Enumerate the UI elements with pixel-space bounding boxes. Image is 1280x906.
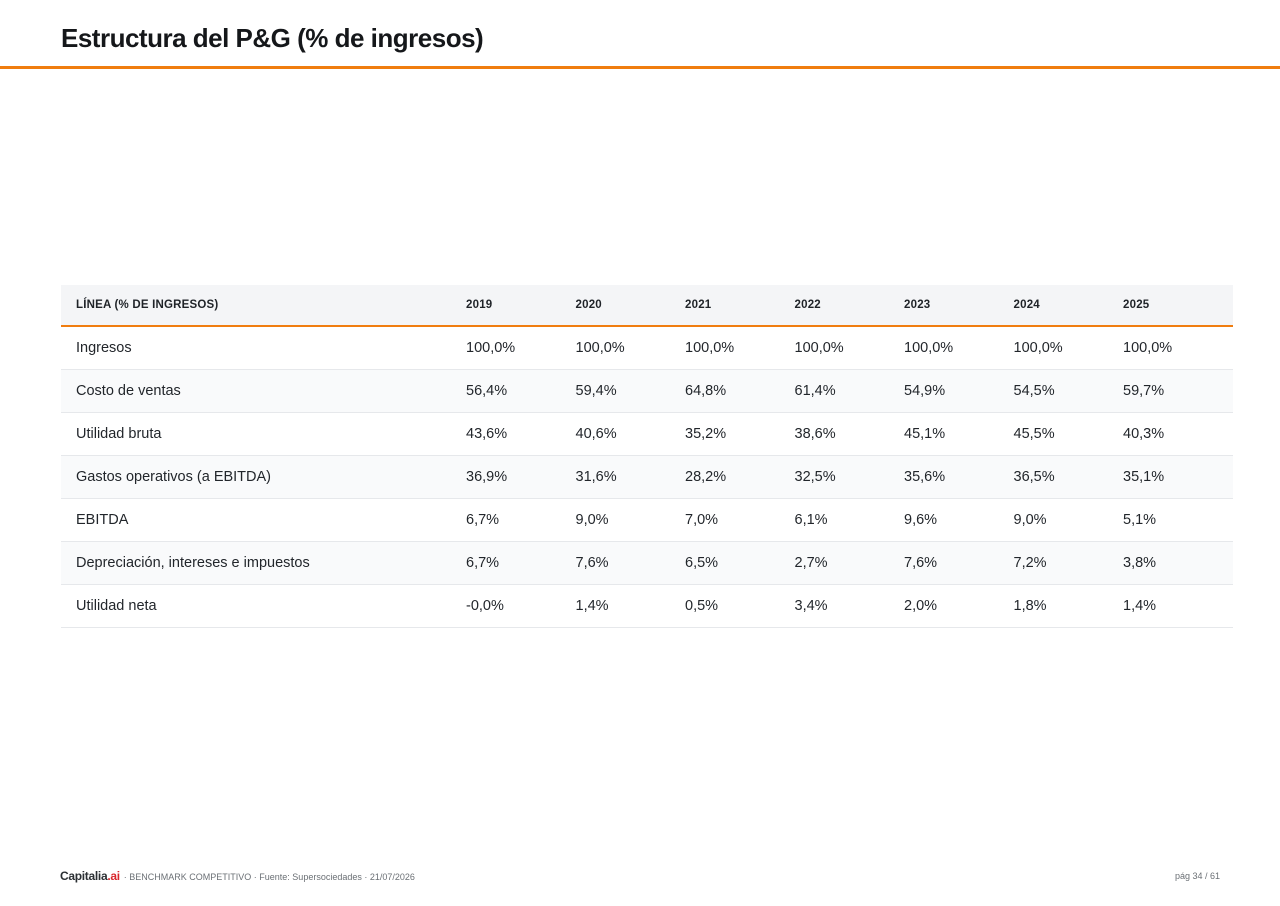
- percent-cell: 6,5%: [685, 541, 795, 585]
- column-header-year: 2025: [1123, 285, 1233, 327]
- row-label: Depreciación, intereses e impuestos: [61, 541, 466, 585]
- percent-cell: 59,7%: [1123, 369, 1233, 413]
- row-label: Ingresos: [61, 326, 466, 370]
- percent-cell: 61,4%: [794, 369, 904, 413]
- column-header-line: LÍNEA (% DE INGRESOS): [61, 285, 466, 327]
- percent-cell: 1,8%: [1013, 584, 1123, 628]
- column-header-year: 2020: [575, 285, 685, 327]
- percent-cell: 38,6%: [794, 412, 904, 456]
- percent-cell: 6,7%: [466, 498, 576, 542]
- percent-cell: 36,5%: [1013, 455, 1123, 499]
- percent-cell: 7,0%: [685, 498, 795, 542]
- column-header-year: 2021: [685, 285, 795, 327]
- percent-cell: 100,0%: [466, 326, 576, 370]
- pl-structure-table: LÍNEA (% DE INGRESOS) 2019 2020 2021 2022 202…: [61, 285, 1233, 628]
- percent-cell: 100,0%: [1123, 326, 1233, 370]
- percent-cell: 59,4%: [575, 369, 685, 413]
- percent-cell: 0,5%: [685, 584, 795, 628]
- table-row: Costo de ventas 56,4% 59,4% 64,8% 61,4% 54,9%…: [61, 369, 1233, 413]
- percent-cell: 6,1%: [794, 498, 904, 542]
- percent-cell: 100,0%: [575, 326, 685, 370]
- percent-cell: 35,1%: [1123, 455, 1233, 499]
- percent-cell: 43,6%: [466, 412, 576, 456]
- page-header: Estructura del P&G (% de ingresos): [0, 0, 1280, 69]
- table-row: EBITDA 6,7% 9,0% 7,0% 6,1% 9,6% 9,0% 5,1%: [61, 498, 1233, 542]
- percent-cell: 2,7%: [794, 541, 904, 585]
- table-row: Utilidad neta -0,0% 1,4% 0,5% 3,4% 2,0% 1,8% 1,…: [61, 584, 1233, 628]
- logo-text: Capitalia: [60, 869, 108, 883]
- column-header-year: 2022: [794, 285, 904, 327]
- row-label: EBITDA: [61, 498, 466, 542]
- percent-cell: 40,6%: [575, 412, 685, 456]
- percent-cell: 100,0%: [1013, 326, 1123, 370]
- percent-cell: 9,6%: [904, 498, 1014, 542]
- percent-cell: 54,9%: [904, 369, 1014, 413]
- percent-cell: 100,0%: [794, 326, 904, 370]
- percent-cell: 45,5%: [1013, 412, 1123, 456]
- percent-cell: 7,6%: [575, 541, 685, 585]
- page-number: pág 34 / 61: [1174, 871, 1220, 881]
- table-header-row: LÍNEA (% DE INGRESOS) 2019 2020 2021 2022 202…: [61, 285, 1233, 327]
- page-title: Estructura del P&G (% de ingresos): [61, 23, 484, 53]
- percent-cell: 9,0%: [575, 498, 685, 542]
- footer-brand: Capitalia.ai · BENCHMARK COMPETITIVO · F…: [60, 869, 415, 883]
- row-label: Gastos operativos (a EBITDA): [61, 455, 466, 499]
- percent-cell: 40,3%: [1123, 412, 1233, 456]
- percent-cell: 32,5%: [794, 455, 904, 499]
- percent-cell: 9,0%: [1013, 498, 1123, 542]
- percent-cell: 100,0%: [685, 326, 795, 370]
- footer-meta: · BENCHMARK COMPETITIVO · Fuente: Supers…: [123, 872, 415, 882]
- percent-cell: 35,2%: [685, 412, 795, 456]
- column-header-year: 2019: [466, 285, 576, 327]
- percent-cell: 3,4%: [794, 584, 904, 628]
- percent-cell: 64,8%: [685, 369, 795, 413]
- row-label: Utilidad neta: [61, 584, 466, 628]
- percent-cell: 3,8%: [1123, 541, 1233, 585]
- percent-cell: 7,6%: [904, 541, 1014, 585]
- percent-cell: 56,4%: [466, 369, 576, 413]
- column-header-year: 2024: [1013, 285, 1123, 327]
- percent-cell: 54,5%: [1013, 369, 1123, 413]
- table-row: Depreciación, intereses e impuestos 6,7% 7…: [61, 541, 1233, 585]
- table-row: Gastos operativos (a EBITDA) 36,9% 31,6% 28…: [61, 455, 1233, 499]
- percent-cell: 36,9%: [466, 455, 576, 499]
- percent-cell: 45,1%: [904, 412, 1014, 456]
- column-header-year: 2023: [904, 285, 1014, 327]
- table-body: Ingresos 100,0% 100,0% 100,0% 100,0% 100,0% 10…: [61, 326, 1233, 628]
- percent-cell: 2,0%: [904, 584, 1014, 628]
- percent-cell: -0,0%: [466, 584, 576, 628]
- percent-cell: 1,4%: [575, 584, 685, 628]
- row-label: Costo de ventas: [61, 369, 466, 413]
- percent-cell: 28,2%: [685, 455, 795, 499]
- percent-cell: 35,6%: [904, 455, 1014, 499]
- percent-cell: 5,1%: [1123, 498, 1233, 542]
- logo-suffix: .ai: [107, 869, 120, 883]
- pl-structure-table-container: LÍNEA (% DE INGRESOS) 2019 2020 2021 2022 202…: [61, 285, 1233, 628]
- row-label: Utilidad bruta: [61, 412, 466, 456]
- percent-cell: 100,0%: [904, 326, 1014, 370]
- table-row: Ingresos 100,0% 100,0% 100,0% 100,0% 100,0% 10…: [61, 326, 1233, 370]
- capitalia-logo: Capitalia.ai: [60, 869, 120, 883]
- percent-cell: 7,2%: [1013, 541, 1123, 585]
- percent-cell: 31,6%: [575, 455, 685, 499]
- percent-cell: 1,4%: [1123, 584, 1233, 628]
- table-row: Utilidad bruta 43,6% 40,6% 35,2% 38,6% 45,1% 4…: [61, 412, 1233, 456]
- percent-cell: 6,7%: [466, 541, 576, 585]
